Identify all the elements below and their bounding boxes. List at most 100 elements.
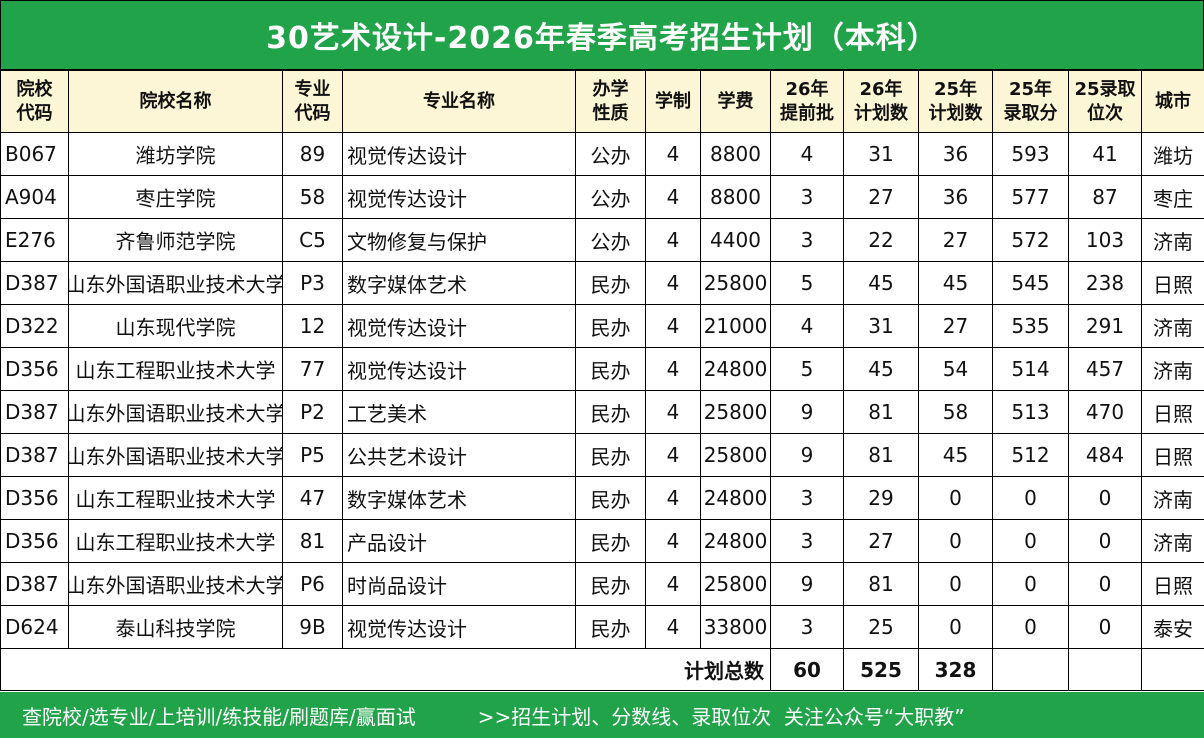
cell-text: 潍坊学院: [135, 143, 216, 168]
cell: 81: [843, 562, 919, 606]
data-row: D356 山东工程职业技术大学 81 产品设计 民办 4 24800 3 27 0 0 0 济南: [0, 519, 1204, 563]
cell: 25800: [700, 562, 771, 606]
header-cell: 城市: [1141, 70, 1204, 133]
data-row: D387 山东外国语职业技术大学 P3 数字媒体艺术 民办 4 25800 5 45 45 545 2…: [0, 261, 1204, 305]
cell: 58: [918, 390, 993, 434]
cell: 民办: [575, 562, 646, 606]
cell: 4: [645, 562, 701, 606]
cell: 0: [992, 562, 1069, 606]
cell: 484: [1068, 433, 1142, 477]
data-row: B067 潍坊学院 89 视觉传达设计 公办 4 8800 4 31 36 593 41 潍坊: [0, 132, 1204, 176]
footer: 查院校/选专业/上培训/练技能/刷题库/赢面试 >>招生计划、分数线、录取位次 …: [0, 692, 1204, 738]
cell: 25800: [700, 261, 771, 305]
cell: 公共艺术设计: [342, 433, 576, 477]
cell: 济南: [1141, 218, 1204, 262]
cell: 3: [770, 605, 844, 649]
cell: 时尚品设计: [342, 562, 576, 606]
cell: P2: [282, 390, 343, 434]
cell: 视觉传达设计: [342, 175, 576, 219]
cell-text: 山东工程职业技术大学: [75, 530, 276, 555]
cell: 41: [1068, 132, 1142, 176]
cell: 3: [770, 519, 844, 563]
cell: 25: [843, 605, 919, 649]
cell: 公办: [575, 132, 646, 176]
empty-cell: [992, 648, 1069, 691]
cell: 4: [645, 175, 701, 219]
cell: 山东外国语职业技术大学: [68, 433, 283, 477]
cell: 4400: [700, 218, 771, 262]
cell: 470: [1068, 390, 1142, 434]
cell: B067: [0, 132, 69, 176]
cell: 公办: [575, 218, 646, 262]
cell: D387: [0, 261, 69, 305]
cell: 0: [1068, 605, 1142, 649]
cell: 文物修复与保护: [342, 218, 576, 262]
cell: 视觉传达设计: [342, 605, 576, 649]
cell-text: 山东工程职业技术大学: [75, 358, 276, 383]
cell: 31: [843, 304, 919, 348]
footer-left: 查院校/选专业/上培训/练技能/刷题库/赢面试: [22, 704, 416, 729]
cell: P5: [282, 433, 343, 477]
cell: 产品设计: [342, 519, 576, 563]
cell: 545: [992, 261, 1069, 305]
header-cell: 26年 计划数: [843, 70, 919, 133]
header-cell: 办学 性质: [575, 70, 646, 133]
data-row: D356 山东工程职业技术大学 47 数字媒体艺术 民办 4 24800 3 29 0 0 0 济南: [0, 476, 1204, 520]
cell-text: 山东外国语职业技术大学: [68, 401, 283, 426]
cell: D356: [0, 347, 69, 391]
cell: 45: [918, 261, 993, 305]
cell: 4: [645, 605, 701, 649]
cell: 济南: [1141, 304, 1204, 348]
cell: 87: [1068, 175, 1142, 219]
cell: D387: [0, 390, 69, 434]
cell: 593: [992, 132, 1069, 176]
cell: 27: [918, 304, 993, 348]
cell: 25800: [700, 433, 771, 477]
cell: 22: [843, 218, 919, 262]
cell: 31: [843, 132, 919, 176]
cell: 视觉传达设计: [342, 304, 576, 348]
header-cell: 院校 代码: [0, 70, 69, 133]
cell: 工艺美术: [342, 390, 576, 434]
cell: 577: [992, 175, 1069, 219]
cell: 3: [770, 175, 844, 219]
cell: 9: [770, 433, 844, 477]
cell: 民办: [575, 605, 646, 649]
cell: 33800: [700, 605, 771, 649]
cell: 45: [843, 261, 919, 305]
cell: E276: [0, 218, 69, 262]
header-cell: 25录取 位次: [1068, 70, 1142, 133]
cell: 山东外国语职业技术大学: [68, 562, 283, 606]
cell: 81: [843, 390, 919, 434]
cell: 0: [1068, 562, 1142, 606]
cell: 3: [770, 218, 844, 262]
cell: 潍坊: [1141, 132, 1204, 176]
cell: 枣庄: [1141, 175, 1204, 219]
cell: A904: [0, 175, 69, 219]
cell: 视觉传达设计: [342, 132, 576, 176]
cell: 日照: [1141, 433, 1204, 477]
cell: 4: [645, 519, 701, 563]
cell: 4: [645, 433, 701, 477]
cell: 民办: [575, 433, 646, 477]
header-cell: 25年 录取分: [992, 70, 1069, 133]
cell-text: 齐鲁师范学院: [115, 229, 236, 254]
cell: 9: [770, 390, 844, 434]
cell: D322: [0, 304, 69, 348]
cell: 4: [645, 304, 701, 348]
cell: 0: [918, 519, 993, 563]
cell: 0: [918, 476, 993, 520]
cell: D624: [0, 605, 69, 649]
header-cell: 25年 计划数: [918, 70, 993, 133]
cell-text: 山东外国语职业技术大学: [68, 573, 283, 598]
cell: 27: [843, 519, 919, 563]
cell: 512: [992, 433, 1069, 477]
title: 30艺术设计-2026年春季高考招生计划（本科）: [0, 0, 1204, 70]
cell: 4: [645, 261, 701, 305]
data-row: A904 枣庄学院 58 视觉传达设计 公办 4 8800 3 27 36 577 87 枣庄: [0, 175, 1204, 219]
cell: 29: [843, 476, 919, 520]
data-row: D624 泰山科技学院 9B 视觉传达设计 民办 4 33800 3 25 0 0 0 泰安: [0, 605, 1204, 649]
cell: 民办: [575, 261, 646, 305]
cell: 公办: [575, 175, 646, 219]
cell: 21000: [700, 304, 771, 348]
